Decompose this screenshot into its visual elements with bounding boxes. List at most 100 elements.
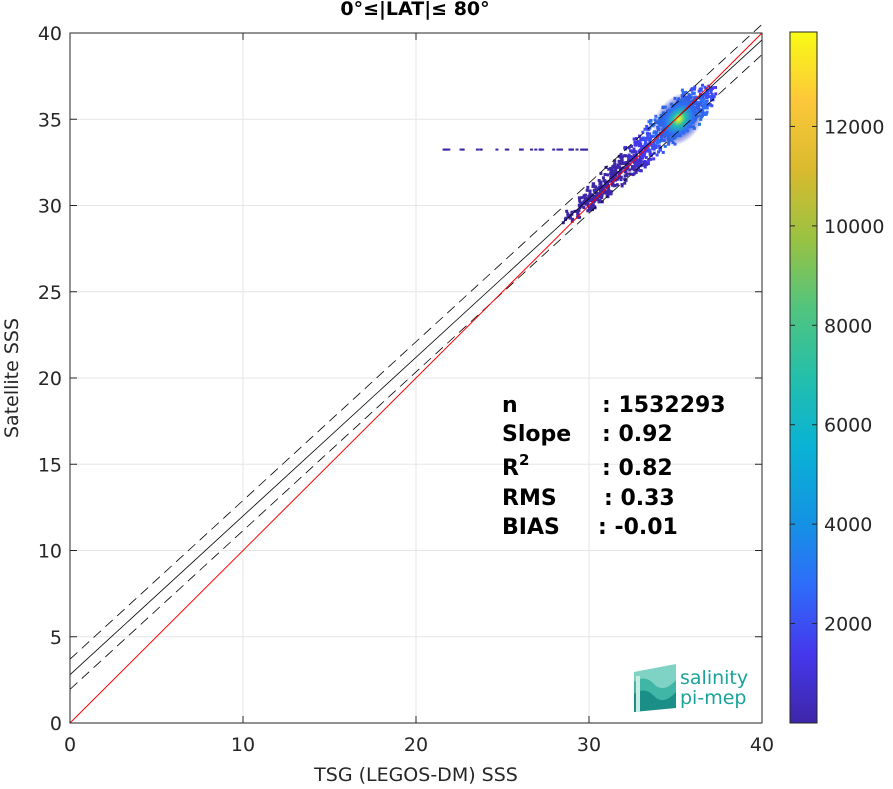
density-cell	[610, 166, 614, 170]
density-cell	[576, 209, 580, 213]
density-cell	[644, 160, 648, 164]
density-cell	[587, 206, 591, 210]
density-cell	[656, 139, 660, 143]
density-cell	[636, 142, 640, 146]
density-cell	[646, 137, 650, 141]
density-cell	[632, 147, 636, 151]
density-cell	[648, 148, 652, 152]
density-cell	[591, 203, 595, 207]
density-cell	[643, 151, 647, 155]
density-cell	[607, 167, 611, 171]
density-cell	[600, 195, 604, 199]
density-cell	[566, 215, 570, 219]
density-cell	[565, 209, 569, 213]
density-cell	[649, 157, 653, 161]
density-cell	[566, 212, 570, 216]
density-cell	[578, 200, 582, 204]
stats-block: n : 1532293 Slope : 0.92 R2 : 0.82 RMS :…	[502, 393, 726, 540]
density-cell	[570, 148, 574, 151]
density-cell	[578, 198, 582, 202]
stat-label-rms: RMS	[502, 486, 557, 511]
density-cell	[703, 101, 707, 105]
density-cell	[641, 163, 645, 167]
density-cell	[653, 139, 657, 143]
density-cell	[561, 221, 565, 225]
density-cell	[576, 212, 580, 216]
density-cell	[692, 91, 696, 95]
logo-line-1: salinity	[680, 667, 748, 689]
density-cell	[637, 158, 641, 162]
density-cell	[571, 217, 575, 221]
density-cell	[618, 165, 622, 169]
density-cell	[584, 202, 588, 206]
colorbar-tick-label: 10000	[824, 216, 884, 238]
density-cell	[644, 155, 648, 159]
x-tick-label: 0	[64, 734, 76, 756]
density-cell	[575, 148, 579, 151]
density-cell	[534, 148, 538, 151]
identity-line	[69, 32, 763, 724]
stat-label-r: R	[502, 456, 519, 481]
density-cell	[629, 144, 633, 148]
density-cell	[627, 155, 631, 159]
density-cell	[632, 168, 636, 172]
density-cell	[593, 205, 597, 209]
logo-waves-icon	[634, 664, 676, 712]
density-cell	[708, 95, 712, 99]
density-cell	[611, 169, 615, 173]
density-cell	[643, 165, 647, 169]
density-cell	[652, 131, 656, 135]
density-cell	[584, 197, 588, 201]
y-tick-label: 40	[38, 23, 62, 45]
y-tick-label: 10	[38, 541, 62, 563]
density-cell	[620, 184, 624, 188]
density-cell	[613, 159, 617, 163]
density-cell	[568, 216, 572, 220]
density-cell	[646, 134, 650, 138]
density-cell	[710, 87, 714, 91]
density-cell	[617, 170, 621, 174]
density-cell	[558, 148, 562, 151]
density-cell	[619, 175, 623, 179]
density-cell	[708, 103, 712, 107]
density-cell	[585, 188, 589, 192]
stat-label-n: n	[502, 393, 518, 418]
density-cell	[704, 100, 708, 104]
density-cell	[629, 149, 633, 153]
colorbar-tick-label: 6000	[824, 415, 872, 437]
density-cell	[714, 86, 718, 90]
density-cell	[592, 182, 596, 186]
density-cell	[712, 95, 716, 99]
density-cell	[592, 184, 596, 188]
density-cell	[613, 162, 617, 166]
density-cell	[634, 154, 638, 158]
density-cell	[617, 154, 621, 158]
density-cell	[616, 163, 620, 167]
density-cell	[710, 93, 714, 97]
density-cell	[661, 150, 665, 154]
density-cell	[639, 169, 643, 173]
density-cell	[627, 153, 631, 157]
y-tick-label: 5	[50, 627, 62, 649]
density-cell	[645, 124, 649, 128]
density-cell	[630, 167, 634, 171]
density-cell	[620, 156, 624, 160]
density-cell	[570, 210, 574, 214]
density-cell	[599, 172, 603, 176]
density-cell	[612, 184, 616, 188]
y-tick-label: 35	[38, 109, 62, 131]
density-cell	[601, 185, 605, 189]
reference-lines	[69, 24, 763, 724]
density-cell	[622, 161, 626, 165]
density-cell	[538, 148, 542, 151]
density-cell	[623, 174, 627, 178]
density-cell	[654, 145, 658, 149]
density-cell	[600, 193, 604, 197]
density-cell	[620, 159, 624, 163]
density-cell	[652, 141, 656, 145]
density-cell	[568, 148, 572, 151]
density-cell	[652, 157, 656, 161]
density-cell	[634, 136, 638, 140]
density-cell	[690, 87, 694, 91]
density-cell	[618, 161, 622, 165]
